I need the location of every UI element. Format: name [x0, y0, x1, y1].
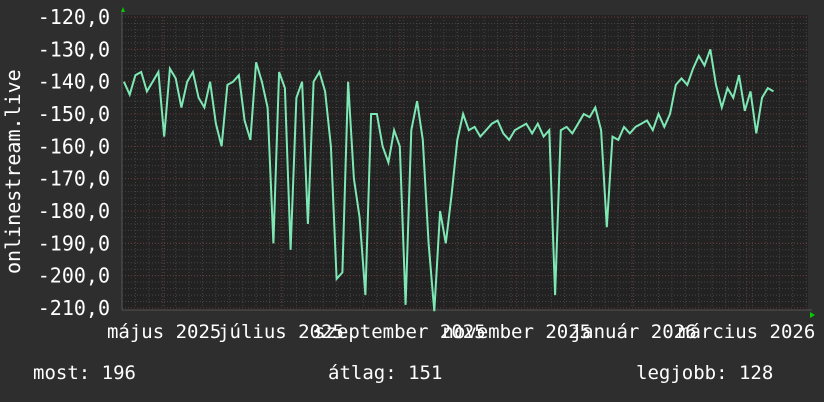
- x-tick-label: január 2026: [571, 321, 697, 343]
- y-tick-label: -180,0: [38, 199, 110, 223]
- y-tick-label: -190,0: [38, 231, 110, 255]
- y-tick-label: -150,0: [38, 102, 110, 126]
- y-tick-label: -120,0: [38, 5, 110, 29]
- y-tick-label: -130,0: [38, 37, 110, 61]
- x-tick-label: március 2026: [678, 321, 815, 343]
- legend-current: most: 196: [33, 362, 136, 384]
- y-tick-label: -160,0: [38, 134, 110, 158]
- x-tick-label: július 2025: [218, 321, 344, 343]
- y-tick-label: -210,0: [38, 296, 110, 320]
- x-tick-label: november 2025: [442, 321, 591, 343]
- y-tick-label: -170,0: [38, 167, 110, 191]
- legend-average: átlag: 151: [328, 362, 443, 384]
- x-axis-arrow-icon: [810, 312, 815, 318]
- x-tick-label: szeptember 2025: [314, 321, 486, 343]
- y-axis-label: onlinestream.live: [1, 69, 25, 274]
- legend-best: legjobb: 128: [636, 362, 774, 384]
- y-tick-label: -140,0: [38, 70, 110, 94]
- y-tick-label: -200,0: [38, 264, 110, 288]
- y-axis-ticks: -120,0 -130,0 -140,0 -150,0 -160,0 -170,0 -180…: [38, 5, 110, 320]
- y-axis-arrow-icon: [121, 7, 125, 12]
- series-line: [122, 48, 775, 312]
- plot-background: [122, 15, 808, 310]
- x-tick-label: május 2025: [107, 321, 221, 343]
